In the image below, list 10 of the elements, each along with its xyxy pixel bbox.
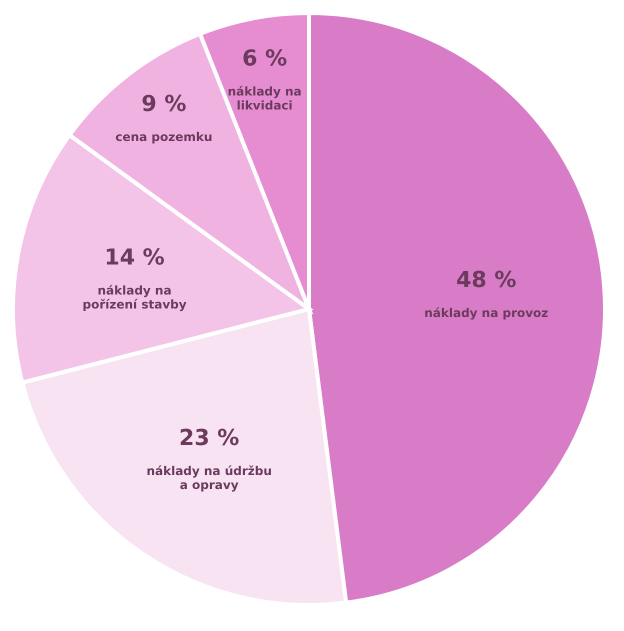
data-label: 23 % — [179, 426, 240, 451]
slice-label: náklady na pořízení stavby — [82, 284, 187, 312]
slice-label: náklady na likvidaci — [228, 84, 302, 112]
slice-label: cena pozemku — [115, 130, 212, 144]
slice-label: náklady na provoz — [424, 306, 548, 320]
data-label: 14 % — [104, 246, 165, 271]
data-label: 6 % — [242, 46, 288, 72]
data-label: 9 % — [141, 92, 186, 117]
slice-label: náklady na údržbu a opravy — [146, 464, 272, 492]
data-label: 48 % — [456, 268, 516, 293]
